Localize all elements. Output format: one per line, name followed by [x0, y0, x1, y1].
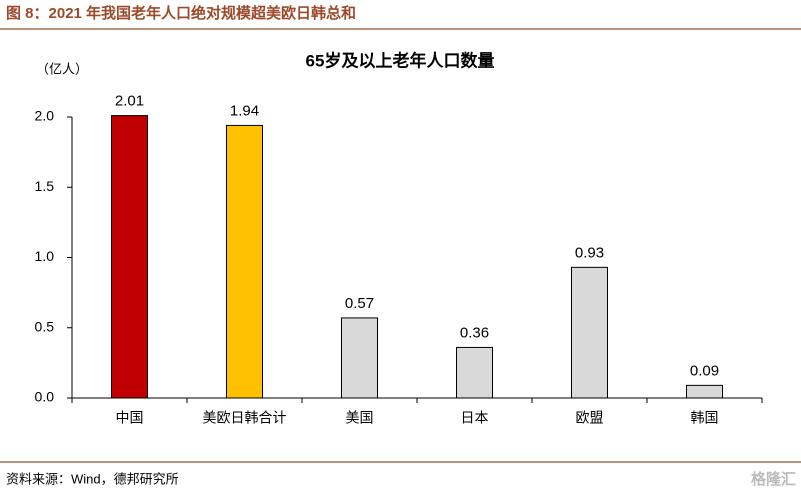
- bar: [226, 124, 263, 399]
- x-tick-label: 美国: [346, 410, 374, 426]
- bar: [111, 115, 148, 399]
- source: 资料来源：Wind，德邦研究所: [6, 471, 179, 486]
- y-tick-label: 2.0: [35, 108, 55, 124]
- x-tick-label: 欧盟: [576, 410, 604, 426]
- y-tick-label: 1.5: [35, 178, 55, 194]
- data-label: 0.36: [460, 324, 489, 341]
- y-tick-label: 0.0: [35, 389, 55, 405]
- x-tick-label: 韩国: [691, 410, 719, 426]
- bar: [341, 317, 378, 399]
- watermark: 格隆汇: [751, 470, 796, 488]
- chart-title: 65岁及以上老年人口数量: [306, 50, 495, 70]
- data-label: 0.09: [690, 362, 719, 379]
- y-tick-label: 0.5: [35, 318, 55, 334]
- y-unit: （亿人）: [36, 61, 88, 76]
- bar: [456, 346, 493, 399]
- data-label: 0.57: [345, 295, 374, 312]
- x-tick-label: 美欧日韩合计: [203, 410, 287, 426]
- data-label: 2.01: [115, 93, 144, 110]
- data-label: 0.93: [575, 244, 604, 261]
- x-tick-label: 日本: [461, 410, 489, 426]
- figure-title: 图 8：2021 年我国老年人口绝对规模超美欧日韩总和: [6, 4, 356, 22]
- x-tick-label: 中国: [116, 410, 144, 426]
- bar: [571, 266, 608, 399]
- y-tick-label: 1.0: [35, 248, 55, 264]
- bar: [686, 384, 723, 399]
- data-label: 1.94: [230, 102, 259, 119]
